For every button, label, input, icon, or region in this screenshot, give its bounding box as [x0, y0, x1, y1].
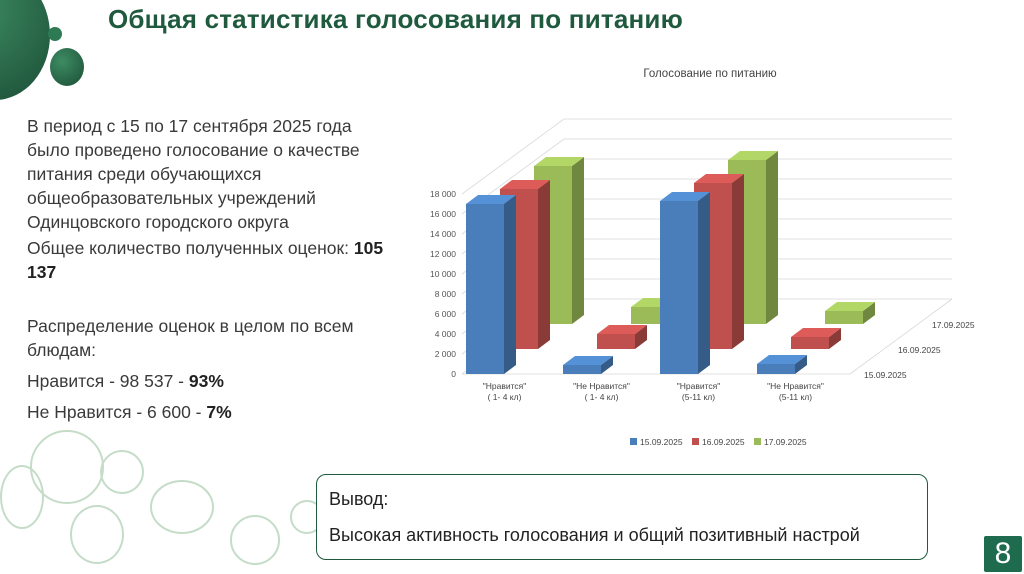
bar-side [538, 180, 550, 349]
decor-circle-large [0, 0, 50, 100]
x-tick-label: "Не Нравится" [573, 381, 630, 391]
x-tick-label: "Нравится" [677, 381, 721, 391]
bar-side [766, 151, 778, 324]
conclusion-heading: Вывод: [329, 489, 389, 509]
x-tick-label: ( 1- 4 кл) [488, 392, 522, 402]
vegetable-decor-icon [100, 450, 144, 494]
bar-top [757, 355, 807, 364]
legend-label: 16.09.2025 [702, 437, 745, 447]
vegetable-decor-icon [150, 480, 214, 534]
dislike-label: Не Нравится - 6 600 - [27, 402, 207, 422]
x-tick-label: (5-11 кл) [779, 392, 812, 402]
bar-side [601, 356, 613, 374]
decor-circle-medium [50, 48, 84, 86]
x-tick-label: ( 1- 4 кл) [585, 392, 619, 402]
decor-circle-small [48, 27, 62, 41]
intro-text: В период с 15 по 17 сентября 2025 года б… [27, 116, 360, 232]
bar-top [597, 325, 647, 334]
bar-top [466, 195, 516, 204]
bar-top [825, 302, 875, 311]
gridline-side [461, 118, 565, 195]
depth-axis-label: 17.09.2025 [932, 320, 975, 330]
y-tick-label: 16 000 [430, 209, 456, 219]
y-tick-label: 4 000 [435, 329, 457, 339]
bar [631, 307, 669, 324]
bar-side [504, 195, 516, 374]
like-stat: Нравится - 98 537 - 93% [27, 369, 397, 393]
vote-chart: Голосование по питанию 0 2 000 4 000 6 000 8 … [430, 68, 975, 447]
total-value: 105 137 [27, 238, 384, 282]
y-tick-label: 18 000 [430, 189, 456, 199]
y-tick-label: 14 000 [430, 229, 456, 239]
y-tick-label: 2 000 [435, 349, 457, 359]
total-label: Общее количество полученных оценок: [27, 238, 350, 258]
bar-top [534, 157, 584, 166]
bar-top [728, 151, 778, 160]
vegetable-decor-icon [0, 465, 44, 529]
like-percent: 93% [188, 371, 224, 391]
floor-edge [849, 298, 953, 375]
dislike-percent: 7% [206, 402, 232, 422]
y-tick-label: 0 [451, 369, 456, 379]
bar-top [563, 356, 613, 365]
distribution-label: Распределение оценок в целом по всем блю… [27, 316, 354, 360]
x-tick-label: "Не Нравится" [767, 381, 824, 391]
chart-title: Голосование по питанию [643, 68, 777, 80]
y-tick-label: 10 000 [430, 269, 456, 279]
total-votes: Общее количество полученных оценок: 105 … [27, 236, 397, 284]
legend-label: 15.09.2025 [640, 437, 683, 447]
bar [757, 364, 795, 374]
conclusion-box: Вывод: Высокая активность голосования и … [316, 474, 928, 560]
vegetable-decor-icon [70, 505, 124, 564]
bar [597, 334, 635, 349]
bar-side [698, 192, 710, 374]
bar [660, 201, 698, 374]
page-title: Общая статистика голосования по питанию [108, 4, 683, 34]
bar-top [500, 180, 550, 189]
legend-label: 17.09.2025 [764, 437, 807, 447]
bar-side [635, 325, 647, 349]
bar-top [791, 328, 841, 337]
bar-top [660, 192, 710, 201]
depth-axis-label: 16.09.2025 [898, 345, 941, 355]
x-tick-label: (5-11 кл) [682, 392, 715, 402]
bar [791, 337, 829, 349]
x-tick-label: "Нравится" [483, 381, 527, 391]
page-number: 8 [984, 536, 1022, 572]
bar-side [795, 355, 807, 374]
y-tick-label: 12 000 [430, 249, 456, 259]
bar [563, 365, 601, 374]
y-tick-label: 6 000 [435, 309, 457, 319]
like-label: Нравится - 98 537 - [27, 371, 189, 391]
bar-side [572, 157, 584, 324]
legend-swatch [754, 438, 761, 445]
legend-swatch [692, 438, 699, 445]
bar [466, 204, 504, 374]
depth-axis-label: 15.09.2025 [864, 370, 907, 380]
bar-side [829, 328, 841, 349]
conclusion-text: Высокая активность голосования и общий п… [329, 525, 860, 545]
dislike-stat: Не Нравится - 6 600 - 7% [27, 400, 397, 424]
bar-top [694, 174, 744, 183]
bar [825, 311, 863, 324]
bar-side [732, 174, 744, 349]
vegetable-decor-icon [230, 515, 280, 565]
legend-swatch [630, 438, 637, 445]
y-tick-label: 8 000 [435, 289, 457, 299]
bar-side [863, 302, 875, 324]
